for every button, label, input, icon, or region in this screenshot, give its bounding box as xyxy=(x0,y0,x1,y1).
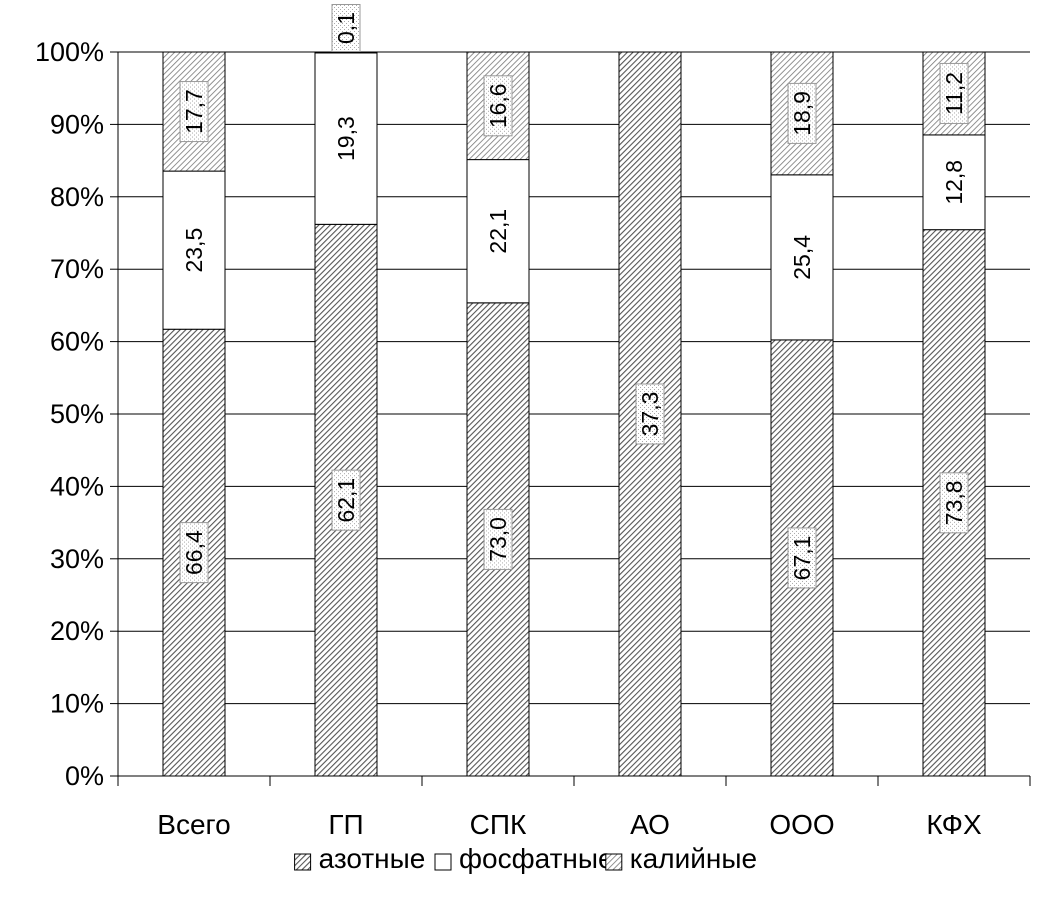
y-tick-label: 10% xyxy=(50,689,104,719)
legend-swatch xyxy=(295,854,311,870)
gridlines xyxy=(118,52,1030,704)
x-category-label: СПК xyxy=(470,809,527,840)
data-label: 16,6 xyxy=(485,83,511,128)
data-label-group: 22,1 xyxy=(484,201,512,261)
y-tick-label: 70% xyxy=(50,254,104,284)
data-label: 19,3 xyxy=(333,116,359,161)
data-labels: 66,4 23,5 17,7 62,1 19,3 0,1 73,0 22,1 16,6 37,3 6… xyxy=(180,5,968,588)
data-label: 17,7 xyxy=(181,89,207,134)
data-label: 73,0 xyxy=(485,517,511,562)
y-tick-label: 50% xyxy=(50,399,104,429)
legend-swatch xyxy=(606,854,622,870)
data-label-group: 73,0 xyxy=(484,509,512,569)
data-label-group: 19,3 xyxy=(332,109,360,169)
data-label-group: 25,4 xyxy=(788,227,816,287)
x-category-label: АО xyxy=(630,809,670,840)
bar-segment xyxy=(315,52,377,53)
y-tick-label: 20% xyxy=(50,616,104,646)
data-label-group: 67,1 xyxy=(788,528,816,588)
x-category-label: Всего xyxy=(157,809,230,840)
data-label-group: 73,8 xyxy=(940,473,968,533)
data-label: 37,3 xyxy=(637,392,663,437)
y-tick-label: 30% xyxy=(50,544,104,574)
y-tick-label: 40% xyxy=(50,471,104,501)
y-tick-label: 0% xyxy=(65,761,104,791)
data-label: 62,1 xyxy=(333,478,359,523)
data-label: 23,5 xyxy=(181,228,207,273)
data-label: 22,1 xyxy=(485,209,511,254)
x-category-label: ООО xyxy=(769,809,834,840)
data-label-group: 37,3 xyxy=(636,384,664,444)
data-label: 25,4 xyxy=(789,235,815,280)
legend-label: азотные xyxy=(319,843,426,874)
legend-label: фосфатные xyxy=(459,843,614,874)
x-category-label: ГП xyxy=(328,809,363,840)
data-label: 67,1 xyxy=(789,536,815,581)
data-label: 66,4 xyxy=(181,530,207,575)
y-tick-label: 80% xyxy=(50,182,104,212)
legend: азотные фосфатные калийные xyxy=(295,843,757,874)
data-label-group: 23,5 xyxy=(180,220,208,280)
y-tick-label: 100% xyxy=(35,37,104,67)
data-label-group: 17,7 xyxy=(180,82,208,142)
data-label: 18,9 xyxy=(789,91,815,136)
data-label: 0,1 xyxy=(333,12,359,44)
data-label-group: 12,8 xyxy=(940,152,968,212)
data-label: 12,8 xyxy=(941,160,967,205)
data-label-group: 16,6 xyxy=(484,76,512,136)
data-label-group: 62,1 xyxy=(332,470,360,530)
data-label-group: 0,1 xyxy=(332,5,360,52)
y-tick-label: 90% xyxy=(50,109,104,139)
data-label: 73,8 xyxy=(941,480,967,525)
x-category-label: КФХ xyxy=(926,809,982,840)
legend-label: калийные xyxy=(630,843,757,874)
legend-swatch xyxy=(435,854,451,870)
data-label-group: 11,2 xyxy=(940,63,968,123)
data-label: 11,2 xyxy=(941,72,967,115)
y-tick-label: 60% xyxy=(50,327,104,357)
data-label-group: 66,4 xyxy=(180,523,208,583)
data-label-group: 18,9 xyxy=(788,83,816,143)
